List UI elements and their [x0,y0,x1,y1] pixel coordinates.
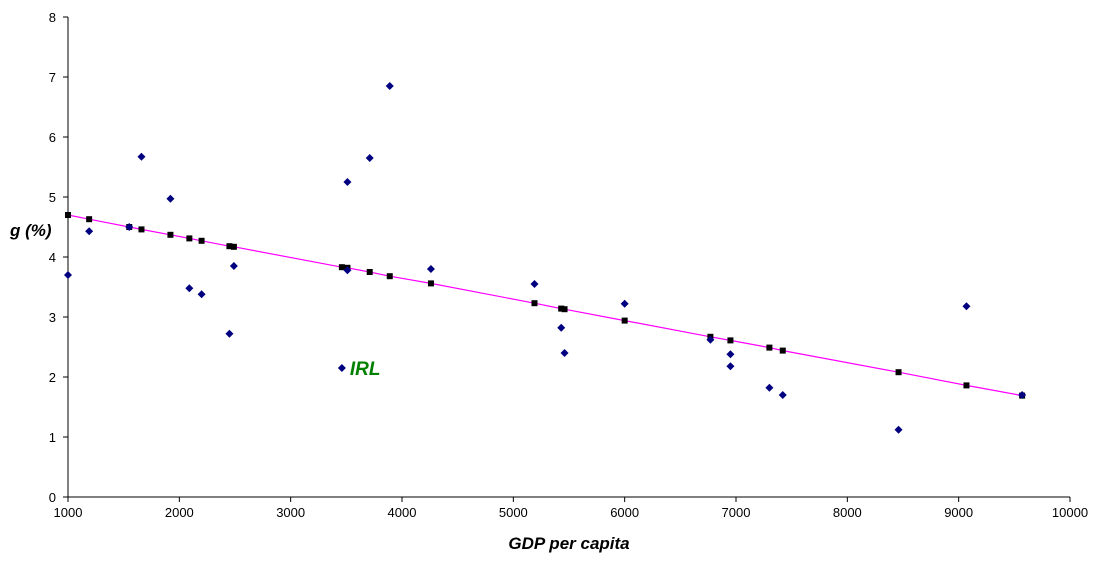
trend-marker [727,337,734,344]
x-tick-label: 4000 [388,505,417,520]
trend-marker [963,382,970,389]
data-point [125,223,134,231]
data-point [85,227,94,236]
data-point [197,290,206,299]
trend-marker [65,212,71,218]
trend-marker [186,235,193,242]
y-tick-label: 0 [49,490,56,505]
trend-marker [198,237,205,244]
trend-marker [766,344,773,351]
axis-ticks: 1000 2000 3000 4000 5000 6000 7000 8000 9000 1000… [49,10,1088,520]
trend-marker [561,306,568,313]
trend-marker [779,347,786,354]
data-point [385,82,394,90]
trend-marker [167,231,174,238]
trend-line [67,214,1023,397]
x-tick-label: 2000 [165,505,194,520]
data-point [166,194,175,203]
data-point [343,266,352,275]
y-tick-label: 1 [49,430,56,445]
trend-marker [230,243,237,250]
data-point [185,284,194,293]
trend-marker [895,369,902,376]
data-point [137,152,146,161]
data-point [426,265,435,273]
data-point [962,302,971,311]
x-axis-title: GDP per capita [508,534,629,553]
x-tick-label: 3000 [276,505,305,520]
data-point [560,349,569,357]
data-point [343,178,352,186]
data-point [365,154,374,162]
annotations-group: IRL [350,359,381,380]
trend-marker [531,300,538,307]
y-tick-label: 4 [49,250,56,265]
x-tick-label: 7000 [722,505,751,520]
data-point [225,329,234,338]
data-point [557,323,566,332]
trend-marker [226,243,233,250]
data-point [726,362,735,371]
trend-marker [558,305,565,312]
data-point [64,271,72,279]
data-point [894,425,903,434]
trend-marker [366,269,373,275]
y-tick-label: 7 [49,70,56,85]
trend-marker [621,317,628,324]
y-tick-label: 5 [49,190,56,205]
data-point [726,350,735,359]
y-tick-label: 2 [49,370,56,385]
x-tick-label: 10000 [1052,505,1088,520]
data-point [706,335,715,344]
x-tick-label: 9000 [944,505,973,520]
data-point [229,262,238,270]
trend-marker [386,273,393,280]
data-point [337,364,346,372]
data-point [765,383,774,392]
plot-area [67,17,1070,498]
y-axis-title: g (%) [9,221,52,240]
y-tick-label: 6 [49,130,56,145]
trend-marker [427,280,434,287]
x-tick-label: 1000 [54,505,83,520]
data-point [1018,391,1027,399]
trend-line-group [65,212,1026,399]
trend-marker [86,216,93,223]
annotation-label: IRL [350,359,381,380]
data-point [530,280,539,288]
x-tick-label: 6000 [610,505,639,520]
data-points-group [64,82,1027,434]
x-tick-label: 8000 [833,505,862,520]
x-tick-label: 5000 [499,505,528,520]
y-tick-label: 8 [49,10,56,25]
data-point [620,299,629,308]
y-tick-label: 3 [49,310,56,325]
trend-marker [338,264,345,271]
trend-marker [138,226,145,233]
data-point [778,391,787,399]
